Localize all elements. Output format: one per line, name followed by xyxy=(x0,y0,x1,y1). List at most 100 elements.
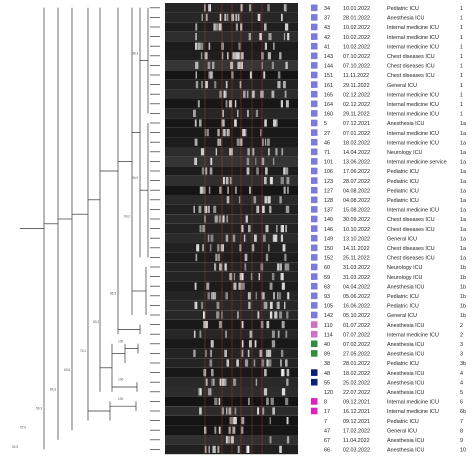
cluster-label: 9 xyxy=(460,438,463,444)
cluster-color-swatch xyxy=(311,100,318,108)
cluster-color-swatch xyxy=(311,138,318,146)
gel-band xyxy=(280,100,283,108)
ward-name: Anesthesia ICU xyxy=(387,16,425,22)
isolate-id: 149 xyxy=(324,236,333,242)
ward-name: Internal medicine ICU xyxy=(387,400,439,406)
gel-band xyxy=(269,436,272,444)
gel-band xyxy=(222,109,224,117)
isolation-date: 10.02.2022 xyxy=(343,44,370,50)
isolation-date: 18.02.2022 xyxy=(343,371,370,377)
gel-band xyxy=(227,436,231,444)
gel-band xyxy=(263,301,266,309)
gel-band xyxy=(271,273,275,281)
cluster-color-swatch xyxy=(311,129,318,136)
pfge-gel-image xyxy=(165,3,298,455)
cluster-label: 1b xyxy=(460,294,466,300)
gel-band xyxy=(246,90,249,98)
isolation-date: 02.03.2022 xyxy=(343,448,370,454)
ward-name: Neurology ICU xyxy=(387,150,422,156)
gel-lane xyxy=(165,223,298,234)
gel-band xyxy=(225,81,228,89)
cluster-color-swatch xyxy=(311,340,318,348)
gel-band xyxy=(283,4,286,12)
gel-band xyxy=(199,42,202,50)
gel-band xyxy=(234,52,237,60)
gel-band xyxy=(234,119,237,127)
gel-band xyxy=(229,148,231,156)
cluster-color-swatch xyxy=(311,62,318,69)
gel-band xyxy=(243,90,246,98)
gel-band xyxy=(234,407,237,415)
gel-band xyxy=(281,225,284,233)
gel-band xyxy=(207,61,211,69)
gel-band xyxy=(269,205,272,213)
gel-band xyxy=(219,186,222,194)
isolation-date: 17.06.2022 xyxy=(343,169,370,175)
gel-band xyxy=(237,109,239,117)
isolation-date: 29.11.2022 xyxy=(343,112,370,118)
gel-band xyxy=(255,157,257,165)
gel-band xyxy=(265,349,269,357)
cluster-color-swatch xyxy=(311,311,318,319)
gel-band xyxy=(271,90,275,98)
isolate-id: 120 xyxy=(324,390,333,396)
gel-band xyxy=(236,138,240,146)
gel-band xyxy=(221,119,225,127)
isolation-date: 04.08.2022 xyxy=(343,188,370,194)
gel-band xyxy=(280,225,283,233)
gel-band xyxy=(197,100,200,108)
gel-band xyxy=(272,157,275,165)
node-similarity-label: 52.5 xyxy=(12,445,18,449)
gel-band xyxy=(211,378,213,386)
gel-band xyxy=(233,378,235,386)
gel-band xyxy=(208,205,210,213)
ward-name: Anesthesia ICU xyxy=(387,352,425,358)
gel-band xyxy=(221,52,224,60)
gel-band xyxy=(200,186,203,194)
node-similarity-label: 64.3 xyxy=(50,387,56,391)
gel-band xyxy=(248,225,251,233)
gel-band xyxy=(229,148,233,156)
cluster-color-swatch xyxy=(311,244,318,252)
cluster-label: 6 xyxy=(460,400,463,406)
gel-band xyxy=(230,61,234,69)
gel-lane xyxy=(165,291,298,301)
cluster-color-swatch xyxy=(311,263,318,271)
gel-band xyxy=(273,292,275,300)
ward-name: Pediatric ICU xyxy=(387,6,419,12)
gel-band xyxy=(240,61,243,69)
cluster-label: 1a xyxy=(460,256,466,262)
isolate-id: 40 xyxy=(324,342,330,348)
gel-band xyxy=(205,13,208,21)
gel-band xyxy=(221,378,224,386)
gel-band xyxy=(219,378,222,386)
gel-band xyxy=(209,71,212,79)
isolate-id: 46 xyxy=(324,140,330,146)
isolation-date: 07.10.2022 xyxy=(343,64,370,70)
gel-band xyxy=(214,81,217,89)
dendrogram: 98.3 96.0 90.2 85.9 80.2 76.1 69.8 64.3 59.3 57.0… xyxy=(12,7,160,450)
gel-band xyxy=(217,253,220,261)
ward-name: Internal medicine ICU xyxy=(387,92,439,98)
gel-band xyxy=(257,13,261,21)
cluster-label: 1 xyxy=(460,25,463,31)
cluster-color-swatch xyxy=(311,273,318,280)
gel-band xyxy=(193,109,196,117)
cluster-label: 3 xyxy=(460,352,463,358)
gel-band xyxy=(217,445,220,453)
gel-band xyxy=(210,340,214,348)
ward-name: General ICU xyxy=(387,313,417,319)
gel-band xyxy=(237,13,240,21)
gel-band xyxy=(279,445,282,453)
cluster-label: 1a xyxy=(460,217,466,223)
gel-band xyxy=(261,205,265,213)
cluster-label: 1 xyxy=(460,112,463,118)
isolation-date: 11.11.2022 xyxy=(343,73,369,79)
gel-band xyxy=(249,71,252,79)
gel-band xyxy=(217,244,220,252)
isolation-date: 11.04.2022 xyxy=(343,438,370,444)
cluster-label: 1 xyxy=(460,16,463,22)
isolate-id: 101 xyxy=(324,160,333,166)
gel-band xyxy=(264,138,267,146)
gel-band xyxy=(203,186,206,194)
